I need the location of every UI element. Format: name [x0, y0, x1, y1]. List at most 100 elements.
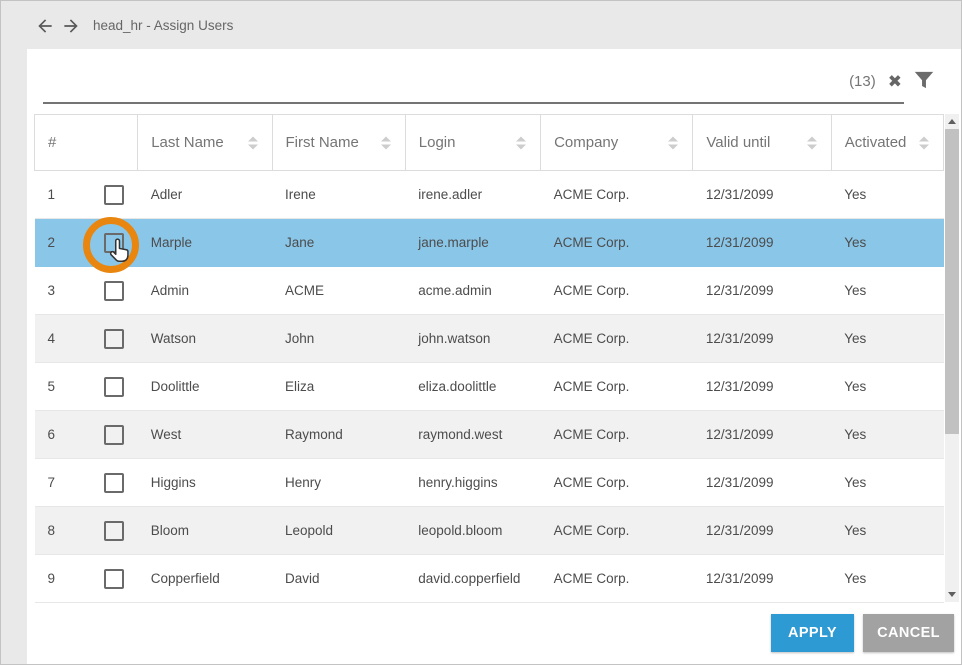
- cell-first-name: Jane: [272, 218, 406, 267]
- cell-login: henry.higgins: [405, 458, 541, 507]
- row-checkbox[interactable]: [103, 328, 124, 349]
- row-number: 6: [47, 427, 56, 442]
- user-row-6[interactable]: 6 West Raymond raymond.west ACME Corp. 12/31/…: [34, 410, 944, 459]
- sort-arrows-icon[interactable]: [380, 136, 391, 149]
- column-label: Login: [418, 134, 456, 151]
- column-header-login[interactable]: Login: [404, 114, 541, 171]
- cell-last-name: Higgins: [137, 458, 272, 507]
- row-checkbox[interactable]: [103, 568, 124, 589]
- user-row-9[interactable]: 9 Copperfield David david.copperfield ACME C…: [34, 554, 944, 603]
- scrollbar-thumb[interactable]: [945, 129, 959, 434]
- cell-login: leopold.bloom: [405, 506, 541, 555]
- row-checkbox[interactable]: [103, 184, 124, 205]
- cell-valid-until: 12/31/2099: [692, 266, 832, 315]
- cell-activated: Yes: [831, 218, 944, 267]
- row-number: 3: [47, 283, 56, 298]
- user-row-3[interactable]: 3 Admin ACME acme.admin ACME Corp. 12/31/2099…: [34, 266, 944, 315]
- cell-company: ACME Corp.: [540, 362, 693, 411]
- cell-company: ACME Corp.: [540, 314, 693, 363]
- user-row-7[interactable]: 7 Higgins Henry henry.higgins ACME Corp. 12/3…: [34, 458, 944, 507]
- filter-input[interactable]: [43, 61, 850, 102]
- column-label: Company: [554, 134, 619, 151]
- cell-company: ACME Corp.: [540, 218, 693, 267]
- row-number: 8: [47, 523, 56, 538]
- row-number: 7: [47, 475, 56, 490]
- vertical-scrollbar[interactable]: [945, 114, 959, 602]
- cell-activated: Yes: [831, 362, 944, 411]
- clear-filter-icon[interactable]: ✖: [887, 72, 902, 91]
- cell-activated: Yes: [831, 410, 944, 459]
- cell-company: ACME Corp.: [540, 170, 693, 219]
- cell-last-name: Bloom: [137, 506, 272, 555]
- cell-login: jane.marple: [405, 218, 541, 267]
- cell-activated: Yes: [831, 458, 944, 507]
- row-checkbox[interactable]: [103, 280, 124, 301]
- column-header-activated[interactable]: Activated: [830, 114, 945, 171]
- user-row-2[interactable]: 2 Marple Jane jane.marple ACME Corp. 12/31/20…: [34, 218, 944, 267]
- window-title: head_hr - Assign Users: [93, 17, 234, 33]
- apply-button[interactable]: APPLY: [771, 614, 854, 652]
- user-row-5[interactable]: 5 Doolittle Eliza eliza.doolittle ACME Corp.…: [34, 362, 944, 411]
- table-header-row: # Last Name First Name Login Company Valid un…: [33, 114, 945, 171]
- scroll-down-button[interactable]: [945, 587, 959, 602]
- cell-login: acme.admin: [405, 266, 541, 315]
- column-header-valid-until[interactable]: Valid until: [692, 114, 832, 171]
- cell-login: eliza.doolittle: [405, 362, 541, 411]
- cell-valid-until: 12/31/2099: [692, 170, 832, 219]
- column-label: Activated: [844, 134, 907, 151]
- scroll-up-icon: [948, 119, 956, 124]
- cell-last-name: Copperfield: [137, 554, 272, 603]
- cell-login: irene.adler: [405, 170, 541, 219]
- column-header-company[interactable]: Company: [540, 114, 693, 171]
- cell-first-name: David: [272, 554, 406, 603]
- cell-first-name: John: [272, 314, 406, 363]
- column-label: First Name: [285, 134, 359, 151]
- cell-first-name: Eliza: [272, 362, 406, 411]
- cell-first-name: Raymond: [272, 410, 406, 459]
- row-number: 1: [47, 187, 56, 202]
- cell-first-name: ACME: [272, 266, 406, 315]
- cell-valid-until: 12/31/2099: [692, 410, 832, 459]
- cell-company: ACME Corp.: [540, 506, 693, 555]
- column-header-: #: [33, 114, 138, 171]
- cell-company: ACME Corp.: [540, 458, 693, 507]
- title-bar: head_hr - Assign Users: [1, 1, 961, 49]
- column-header-last-name[interactable]: Last Name: [137, 114, 272, 171]
- filter-funnel-icon[interactable]: [911, 67, 937, 93]
- user-row-1[interactable]: 1 Adler Irene irene.adler ACME Corp. 12/31/20…: [34, 170, 944, 219]
- cell-login: raymond.west: [405, 410, 541, 459]
- user-row-8[interactable]: 8 Bloom Leopold leopold.bloom ACME Corp. 12/3…: [34, 506, 944, 555]
- user-row-4[interactable]: 4 Watson John john.watson ACME Corp. 12/31/20…: [34, 314, 944, 363]
- cell-valid-until: 12/31/2099: [692, 506, 832, 555]
- column-label: #: [48, 134, 57, 151]
- filter-field: (13) ✖: [43, 61, 904, 104]
- sort-arrows-icon[interactable]: [919, 136, 929, 149]
- forward-arrow-icon[interactable]: [61, 16, 81, 36]
- cell-valid-until: 12/31/2099: [692, 554, 832, 603]
- sort-arrows-icon[interactable]: [516, 136, 527, 149]
- cell-login: john.watson: [405, 314, 541, 363]
- cell-valid-until: 12/31/2099: [692, 314, 832, 363]
- cell-activated: Yes: [831, 266, 944, 315]
- row-number: 9: [47, 571, 56, 586]
- sort-arrows-icon[interactable]: [806, 136, 817, 149]
- row-checkbox[interactable]: [103, 376, 124, 397]
- cell-activated: Yes: [831, 314, 944, 363]
- row-checkbox[interactable]: [103, 520, 124, 541]
- cancel-button[interactable]: CANCEL: [863, 614, 954, 652]
- cell-last-name: Watson: [137, 314, 272, 363]
- back-arrow-icon[interactable]: [35, 16, 55, 36]
- cell-company: ACME Corp.: [540, 266, 693, 315]
- cell-last-name: Admin: [137, 266, 272, 315]
- cell-company: ACME Corp.: [540, 554, 693, 603]
- cell-activated: Yes: [831, 170, 944, 219]
- row-checkbox[interactable]: [103, 424, 124, 445]
- column-header-first-name[interactable]: First Name: [271, 114, 406, 171]
- sort-arrows-icon[interactable]: [668, 136, 679, 149]
- row-checkbox[interactable]: [103, 472, 124, 493]
- column-label: Last Name: [151, 134, 224, 151]
- row-checkbox[interactable]: [103, 232, 124, 253]
- scroll-up-button[interactable]: [945, 114, 959, 129]
- sort-arrows-icon[interactable]: [247, 136, 258, 149]
